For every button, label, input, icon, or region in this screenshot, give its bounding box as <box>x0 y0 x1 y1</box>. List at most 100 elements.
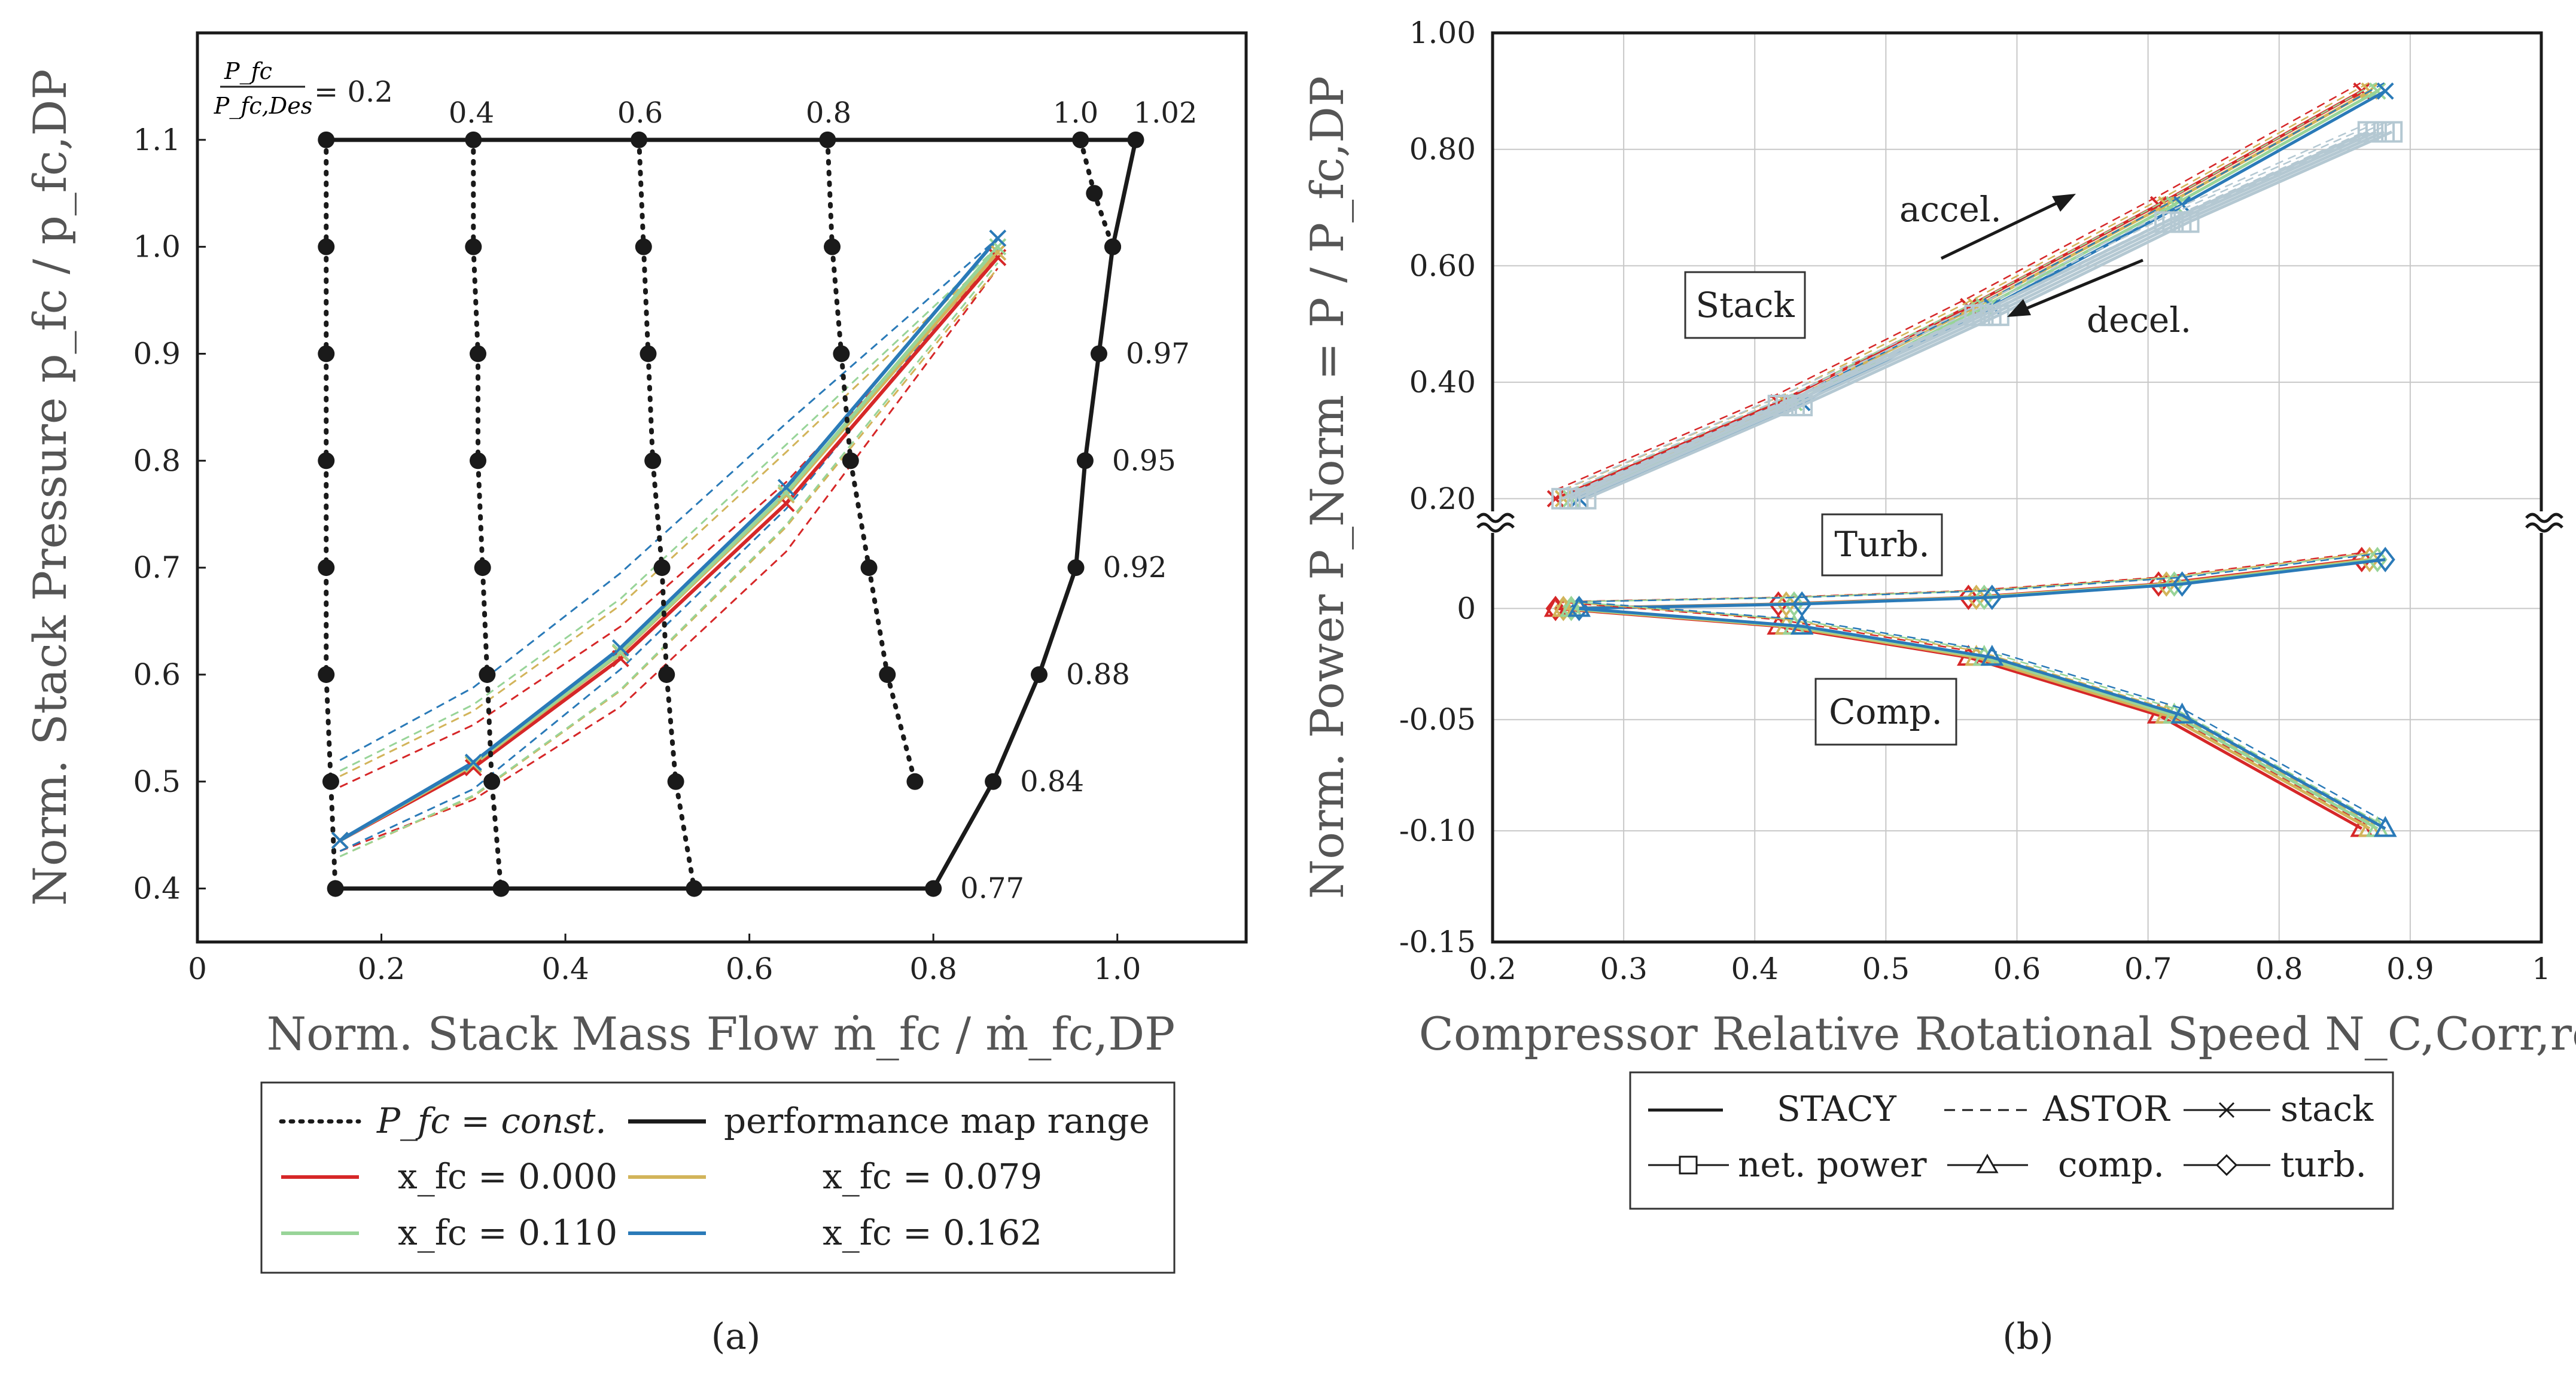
diamond-marker-icon <box>2215 1154 2238 1176</box>
y-tick-label: 0.4 <box>133 871 181 906</box>
y-tick-label: 1.0 <box>133 230 181 264</box>
astor-dashed-series <box>1569 122 2377 491</box>
panel-a-y-ticks: 0.4 0.5 0.6 0.7 0.8 0.9 1.0 1.1 <box>133 123 206 906</box>
const-power-label: 0.4 <box>449 96 494 130</box>
operating-point-marker <box>777 486 795 504</box>
x-marker <box>2376 82 2394 100</box>
x-tick-label: 0.4 <box>541 952 589 986</box>
stacy-series-line <box>1555 558 2362 610</box>
x-marker-icon <box>2218 1102 2235 1118</box>
const-power-point <box>833 345 850 362</box>
astor-dashed-series <box>1555 600 2362 823</box>
x-tick-label: 0.7 <box>2124 952 2172 986</box>
panel-b: 0.2 0.3 0.4 0.5 0.6 0.7 0.8 0.9 1 0.200.400.600.… <box>1301 16 2576 1358</box>
operating-point-marker <box>611 643 629 661</box>
astor-dashed-series <box>1563 600 2370 823</box>
x-tick-label: 0.8 <box>909 952 957 986</box>
diamond-marker <box>2172 571 2193 597</box>
square-marker <box>1987 304 2009 327</box>
operating-line <box>339 237 1000 842</box>
triangle-marker-icon <box>1976 1153 1999 1173</box>
astor-dashed-series <box>1585 122 2392 491</box>
stacy-series-line <box>1577 130 2385 501</box>
const-power-point <box>479 666 496 683</box>
astor-dashed-upper <box>339 257 998 788</box>
panel-a-const-power-lines <box>318 131 1122 897</box>
y-tick-label: 0.9 <box>133 336 181 371</box>
legend-label: comp. <box>2058 1144 2164 1185</box>
astor-dashed-upper <box>339 246 998 772</box>
panel-a-frame <box>196 31 1248 944</box>
legend-label: x_fc = 0.110 <box>398 1212 617 1253</box>
decel-annotation: decel. <box>2087 300 2191 340</box>
x-tick-label: 0.3 <box>1600 952 1648 986</box>
legend-label: P_fc = const. <box>376 1100 607 1141</box>
stacy-series-line <box>1569 130 2377 501</box>
triangle-marker <box>2373 816 2397 837</box>
x-marker <box>2166 196 2183 214</box>
comp-annotation-box <box>1814 678 1957 746</box>
legend-label: turb. <box>2280 1144 2367 1185</box>
diamond-marker <box>2164 571 2184 597</box>
panel-b-caption: (b) <box>2002 1316 2053 1358</box>
axis-break-marks <box>1476 511 2563 533</box>
legend-label: ASTOR <box>2042 1089 2171 1129</box>
stacy-series-line <box>1563 606 2371 830</box>
accel-arrowhead <box>2052 194 2076 212</box>
square-marker <box>1791 395 1813 417</box>
astor-dashed-series <box>1555 81 2362 491</box>
const-power-line <box>825 137 918 784</box>
y-tick-label: 0.7 <box>133 550 181 585</box>
operating-point-marker <box>989 238 1007 256</box>
panel-b-frame <box>1491 31 2543 944</box>
const-power-point <box>640 345 657 362</box>
y-tick-label: -0.10 <box>1399 813 1476 848</box>
legend-label: stack <box>2280 1089 2374 1129</box>
diamond-marker <box>2148 571 2169 597</box>
panel-b-series <box>1543 81 2403 837</box>
panel-a-astor-dashed-lines <box>339 237 999 858</box>
y-tick-label: 0.20 <box>1409 481 1476 516</box>
operating-point-marker <box>989 229 1007 247</box>
range-label: 0.77 <box>960 872 1024 906</box>
panel-a-operating-lines <box>339 237 1000 842</box>
panel-a-range-labels: 0.77 0.84 0.88 0.92 0.95 0.97 <box>960 337 1190 905</box>
triangle-marker <box>2170 702 2194 724</box>
performance-map-point <box>1104 238 1122 255</box>
y-tick-label: 0.80 <box>1409 132 1476 167</box>
const-power-point <box>318 345 335 362</box>
y-tick-label: 1.1 <box>133 123 181 157</box>
accel-annotation: accel. <box>1899 189 2002 230</box>
legend-label: x_fc = 0.000 <box>398 1156 617 1197</box>
diamond-marker <box>1966 584 1987 611</box>
operating-point-marker <box>464 754 482 771</box>
const-power-point <box>824 238 841 255</box>
y-tick-label: 0.8 <box>133 443 181 478</box>
performance-map-point <box>1076 452 1094 469</box>
const-power-line <box>637 137 697 891</box>
const-power-label: 1.0 <box>1053 96 1098 130</box>
stacy-series-line <box>1571 606 2379 830</box>
x-tick-label: 1 <box>2532 952 2551 986</box>
range-label: 0.95 <box>1112 444 1176 477</box>
operating-line <box>339 245 1000 842</box>
legend-label: x_fc = 0.079 <box>823 1156 1042 1197</box>
stacy-series-line <box>1579 606 2386 830</box>
astor-dashed-series <box>1570 81 2378 491</box>
operating-point-marker <box>331 831 349 849</box>
decel-arrow <box>2017 258 2143 314</box>
const-power-point <box>470 452 487 469</box>
x-tick-label: 0.6 <box>1993 952 2041 986</box>
astor-dashed-series <box>1577 122 2385 491</box>
const-power-point <box>474 559 491 577</box>
x-tick-label: 0.4 <box>1731 952 1779 986</box>
diamond-marker <box>2367 547 2388 572</box>
stacy-series-line <box>1555 606 2363 830</box>
astor-dashed-upper <box>339 237 998 761</box>
range-label: 0.92 <box>1103 551 1167 584</box>
square-marker-icon <box>1679 1156 1698 1175</box>
y-tick-label: 0.5 <box>133 764 181 799</box>
astor-dashed-series <box>1561 122 2369 491</box>
fraction-numerator: P_fc <box>224 58 272 85</box>
